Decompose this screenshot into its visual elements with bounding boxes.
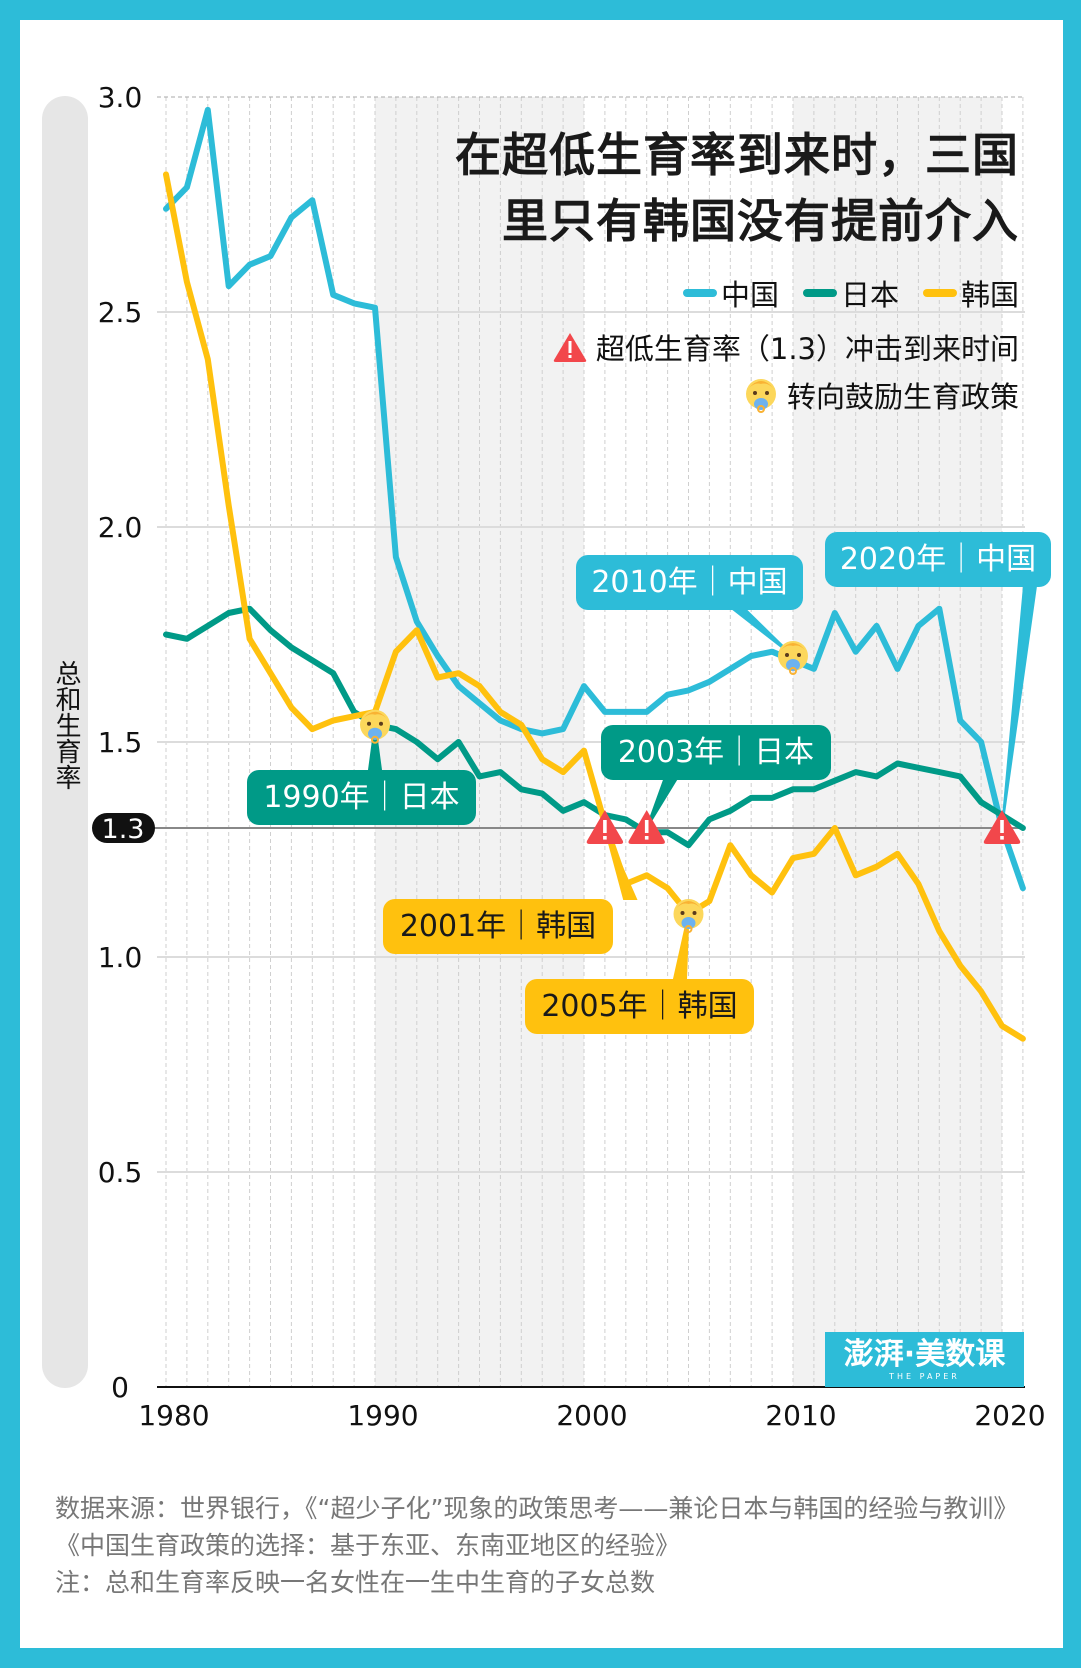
y-tick-label: 2.5 <box>98 296 143 329</box>
series-legend: 中国 日本 韩国 <box>667 272 1019 314</box>
legend-warning: 超低生育率（1.3）冲击到来时间 <box>552 326 1019 368</box>
chart-title: 在超低生育率到来时，三国 里只有韩国没有提前介入 <box>455 122 1019 254</box>
series-line <box>163 171 1026 1042</box>
callout-china-2010: 2010年｜中国 <box>576 555 803 610</box>
x-tick-label: 2010 <box>765 1399 836 1432</box>
legend-baby-label: 转向鼓励生育政策 <box>786 380 1019 414</box>
brand-logo: 澎湃·美数课 THE PAPER <box>825 1332 1024 1387</box>
legend-item-china: 中国 <box>682 272 779 314</box>
legend-label: 韩国 <box>960 278 1019 312</box>
y-tick-label: 1.0 <box>98 941 143 974</box>
x-tick-label: 1980 <box>138 1399 209 1432</box>
footnote: 注：总和生育率反映一名女性在一生中生育的子女总数 <box>55 1568 656 1597</box>
x-tick-label: 2020 <box>974 1399 1045 1432</box>
logo-subtext: THE PAPER <box>889 1371 960 1381</box>
y-tick-label: 3.0 <box>98 81 143 114</box>
title-line-1: 在超低生育率到来时，三国 <box>455 128 1019 182</box>
logo-text: 澎湃·美数课 <box>843 1336 1006 1372</box>
callout-pointer <box>1001 585 1038 829</box>
y-axis-label-pill <box>42 96 88 1388</box>
series-line <box>163 106 1026 892</box>
x-tick-label: 2000 <box>556 1399 627 1432</box>
warning-icon <box>586 810 624 844</box>
callout-japan-1990: 1990年｜日本 <box>247 770 476 825</box>
warning-icon <box>983 810 1021 844</box>
legend-item-japan: 日本 <box>802 272 899 314</box>
callout-japan-2003: 2003年｜日本 <box>601 725 831 780</box>
callout-korea-2005: 2005年｜韩国 <box>525 979 754 1034</box>
y-tick-label: 0 <box>111 1371 129 1404</box>
baby-icon <box>360 709 390 744</box>
x-tick-label: 1990 <box>347 1399 418 1432</box>
legend-label: 中国 <box>720 278 779 312</box>
reference-label: 1.3 <box>102 814 145 845</box>
y-tick-label: 1.5 <box>98 726 143 759</box>
baby-icon <box>778 641 808 675</box>
legend-label: 日本 <box>840 278 899 312</box>
callout-pointer <box>645 779 678 829</box>
data-source: 数据来源：世界银行，《“超少子化”现象的政策思考——兼论日本与韩国的经验与教训》… <box>55 1494 1019 1560</box>
legend-item-korea: 韩国 <box>922 272 1019 314</box>
legend-swatch <box>682 289 717 297</box>
callout-pointer <box>731 609 794 657</box>
baby-icon <box>745 379 776 413</box>
legend-baby: 转向鼓励生育政策 <box>743 374 1019 416</box>
baby-icon <box>673 899 704 933</box>
footer-notes: 数据来源：世界银行，《“超少子化”现象的政策思考——兼论日本与韩国的经验与教训》… <box>55 1490 1035 1601</box>
legend-swatch <box>922 289 957 297</box>
series-line <box>163 605 1026 849</box>
y-axis-label: 总和生育率 <box>51 660 81 790</box>
warning-icon <box>628 810 665 844</box>
y-tick-label: 2.0 <box>98 511 143 544</box>
callout-china-2020: 2020年｜中国 <box>825 532 1051 587</box>
legend-warning-label: 超低生育率（1.3）冲击到来时间 <box>595 332 1019 366</box>
y-tick-label: 0.5 <box>98 1156 143 1189</box>
reference-badge <box>92 813 155 843</box>
legend-swatch <box>802 289 837 297</box>
callout-korea-2001: 2001年｜韩国 <box>383 899 613 954</box>
warning-icon <box>553 333 587 362</box>
title-line-2: 里只有韩国没有提前介入 <box>502 194 1019 248</box>
